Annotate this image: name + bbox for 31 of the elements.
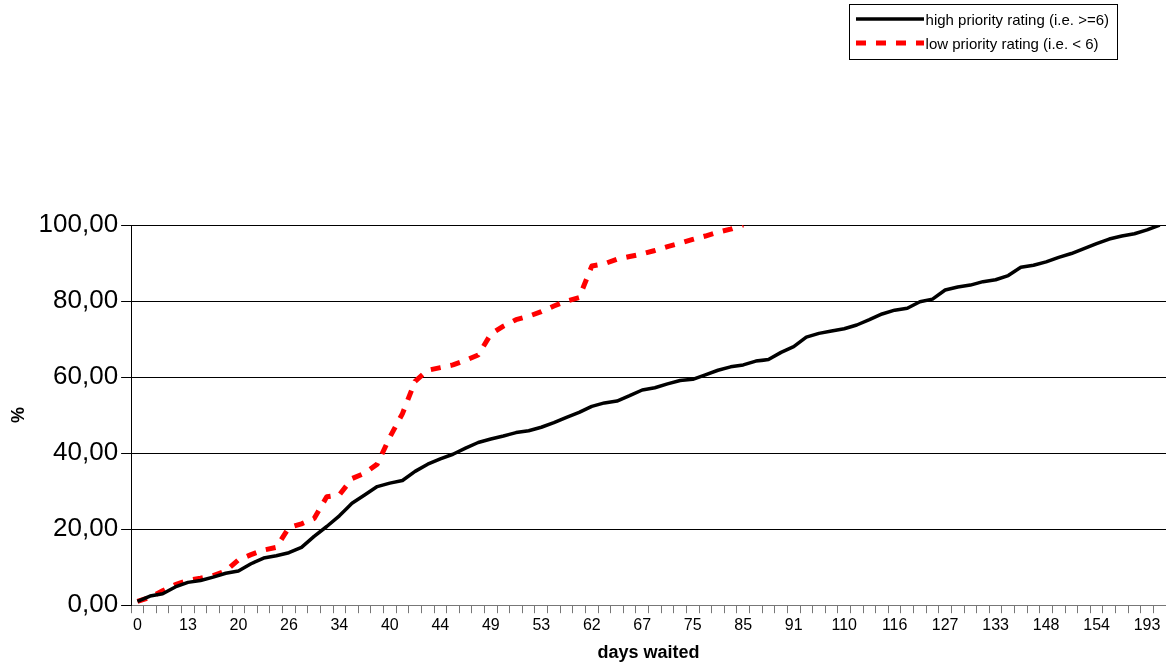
x-tick-label: 49 [481,616,500,634]
x-tick-label: 85 [734,616,753,634]
x-tick-label: 154 [1083,616,1111,634]
x-tick-label: 193 [1133,616,1161,634]
x-tick-label: 62 [582,616,601,634]
x-tick-label: 116 [881,616,908,634]
x-tick-label: 53 [532,616,551,634]
x-tick-label: 75 [683,616,702,634]
y-tick-label: 100,00 [38,208,119,239]
x-tick-label: 40 [380,616,399,634]
y-tick-label: 0,00 [67,588,119,619]
x-axis-title: days waited [597,642,700,663]
y-tick-label: 80,00 [53,284,119,315]
x-tick-label: 44 [431,616,450,634]
x-tick-label: 26 [279,616,298,634]
x-tick-label: 91 [784,616,803,634]
y-tick-label: 20,00 [53,512,119,543]
y-tick-label: 40,00 [53,436,119,467]
legend-label: high priority rating (i.e. >=6) [925,10,1109,28]
y-axis-title: % [7,407,28,424]
x-tick-label: 110 [831,616,858,634]
x-tick-label: 148 [1032,616,1060,634]
x-tick-label: 13 [179,616,197,634]
legend-label: low priority rating (i.e. < 6) [925,34,1099,52]
x-tick-label: 67 [633,616,652,634]
x-tick-label: 34 [330,616,349,634]
y-tick-label: 60,00 [53,360,119,391]
x-tick-label: 0 [132,616,142,634]
x-tick-label: 20 [229,616,248,634]
x-tick-label: 133 [982,616,1010,634]
x-tick-label: 127 [931,616,959,634]
